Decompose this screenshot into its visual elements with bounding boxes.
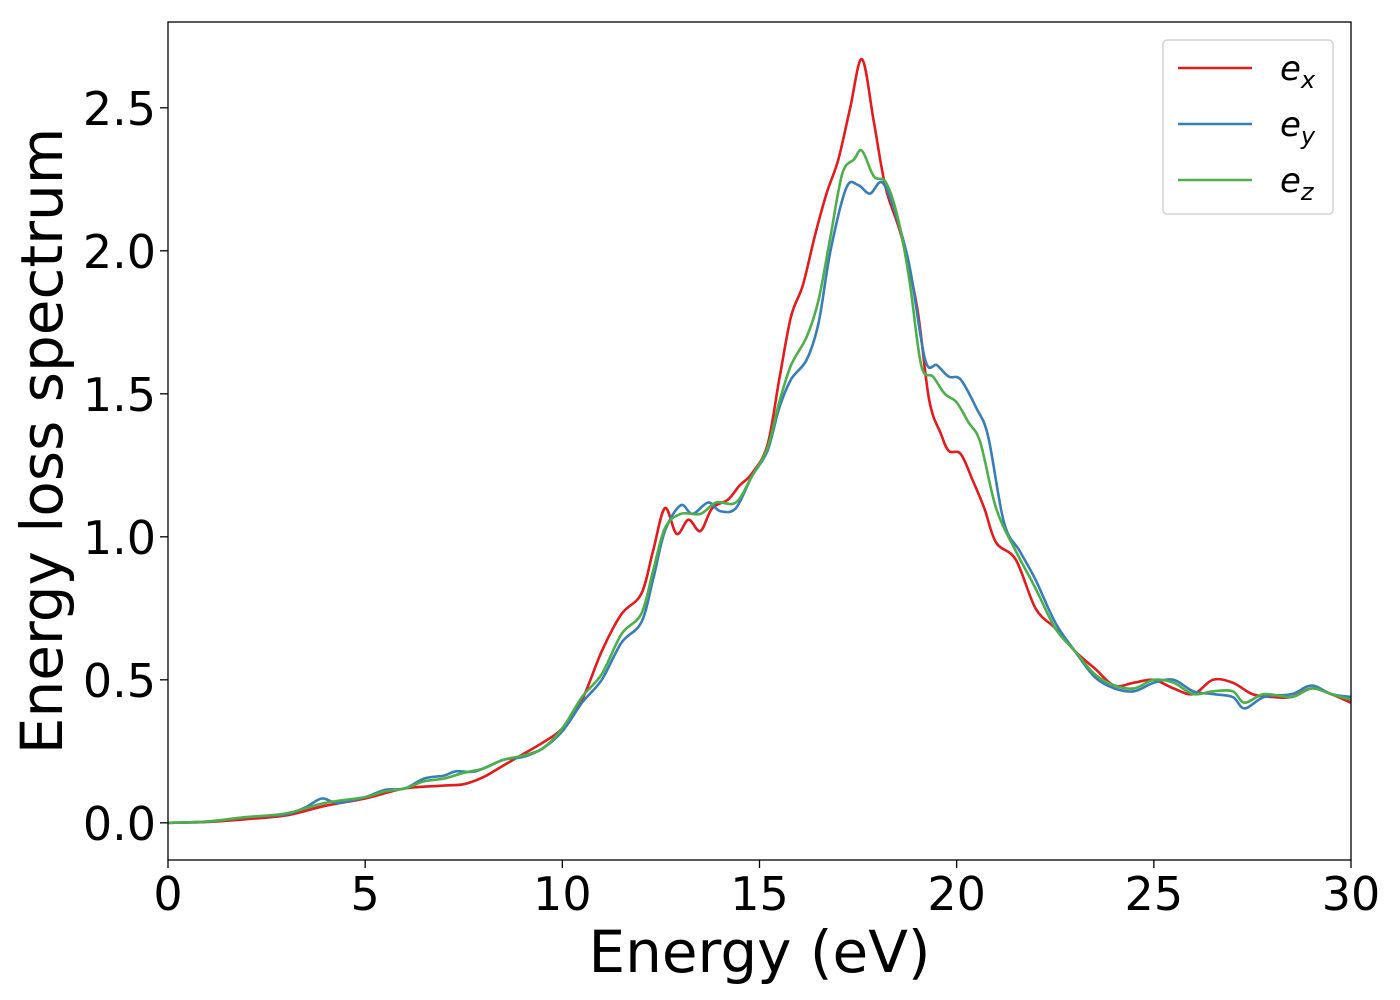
plot-frame xyxy=(167,21,1352,861)
y-tick-label: 2.0 xyxy=(83,225,156,279)
y-tick-label: 0.5 xyxy=(83,654,156,708)
legend-label: ex xyxy=(1280,49,1316,94)
x-tick-label: 25 xyxy=(1125,867,1184,921)
x-tick-label: 5 xyxy=(351,867,380,921)
series-line-ey xyxy=(167,180,1352,825)
legend-box xyxy=(1162,39,1334,215)
y-tick-label: 1.0 xyxy=(83,511,156,565)
y-axis-ticks: 0.0 0.5 1.0 1.5 2.0 2.5 xyxy=(83,82,168,851)
y-axis-label: Energy loss spectrum xyxy=(8,128,76,754)
x-tick-label: 20 xyxy=(927,867,986,921)
legend-label: ey xyxy=(1280,105,1316,150)
y-tick-label: 2.5 xyxy=(83,82,156,136)
legend-item-ey: ey xyxy=(1178,105,1316,150)
series-line-ez xyxy=(167,148,1352,825)
x-tick-label: 10 xyxy=(533,867,592,921)
legend-item-ez: ez xyxy=(1178,161,1315,206)
y-tick-label: 1.5 xyxy=(83,368,156,422)
legend: ex ey ez xyxy=(1162,39,1334,215)
x-tick-label: 30 xyxy=(1322,867,1381,921)
legend-label: ez xyxy=(1280,161,1315,206)
x-tick-label: 15 xyxy=(730,867,789,921)
legend-item-ex: ex xyxy=(1178,49,1316,94)
series-layer xyxy=(167,57,1352,825)
x-axis-label: Energy (eV) xyxy=(588,918,930,986)
x-tick-label: 0 xyxy=(153,867,182,921)
y-tick-label: 0.0 xyxy=(83,797,156,851)
x-axis-ticks: 0 5 10 15 20 25 30 xyxy=(153,860,1380,921)
